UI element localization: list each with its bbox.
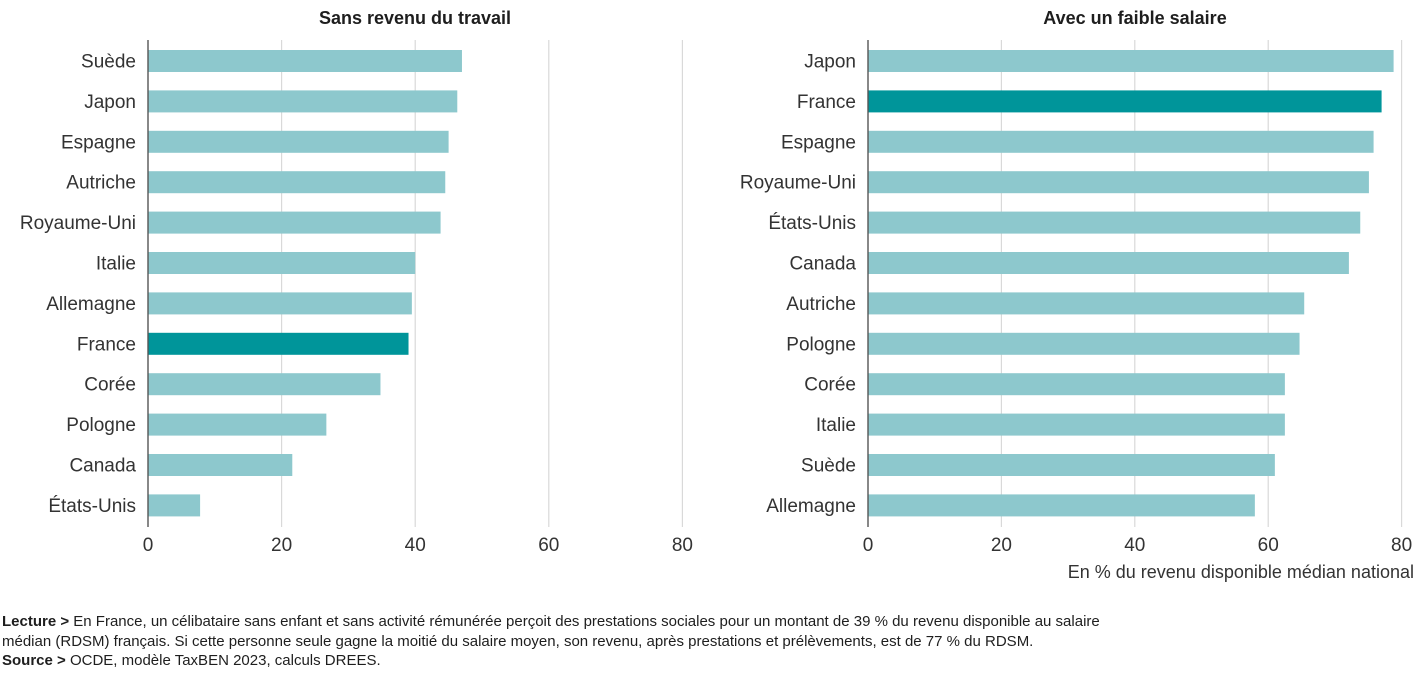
tick-label-0: 0 xyxy=(863,535,874,556)
tick-label-60: 60 xyxy=(538,535,559,556)
tick-label-20: 20 xyxy=(271,535,292,556)
tick-label-0: 0 xyxy=(143,535,154,556)
category-label: Japon xyxy=(804,52,856,73)
bar-su-de xyxy=(868,454,1275,476)
category-label: Corée xyxy=(84,375,136,396)
tick-label-60: 60 xyxy=(1258,535,1279,556)
lecture-label: Lecture > xyxy=(2,613,70,630)
bar-japon xyxy=(868,50,1394,72)
bar-su-de xyxy=(148,50,462,72)
tick-label-40: 40 xyxy=(1124,535,1145,556)
lecture-line-1: Lecture > En France, un célibataire sans… xyxy=(2,612,1412,632)
bar-royaume-uni xyxy=(148,211,441,234)
category-label: Royaume-Uni xyxy=(20,213,136,234)
source-text: OCDE, modèle TaxBEN 2023, calculs DREES. xyxy=(69,652,381,669)
lecture-text-2: médian (RDSM) français. Si cette personn… xyxy=(2,632,1034,650)
source-line: Source > OCDE, modèle TaxBEN 2023, calcu… xyxy=(2,651,1412,671)
bar-italie xyxy=(868,413,1285,436)
category-label: Italie xyxy=(816,415,856,436)
category-label: Italie xyxy=(96,254,136,275)
category-label: Corée xyxy=(804,375,856,396)
category-label: Canada xyxy=(69,456,136,477)
bar-italie xyxy=(148,252,416,274)
x-axis-label: En % du revenu disponible médian nationa… xyxy=(1068,562,1414,582)
bar-japon xyxy=(148,90,458,113)
category-label: Suède xyxy=(801,456,856,477)
tick-label-80: 80 xyxy=(1391,535,1412,556)
bar--tats-unis xyxy=(148,494,201,517)
chart-canvas: Sans revenu du travailSuèdeJaponEspagneA… xyxy=(20,8,1414,582)
bar-canada xyxy=(148,454,293,476)
category-label: Pologne xyxy=(66,415,136,436)
category-label: Autriche xyxy=(66,173,136,194)
category-label: Canada xyxy=(789,254,856,275)
tick-label-80: 80 xyxy=(672,535,693,556)
bar-royaume-uni xyxy=(868,171,1369,194)
chart-title: Sans revenu du travail xyxy=(319,8,511,28)
bar-allemagne xyxy=(148,292,412,315)
panel-faible-salaire: Avec un faible salaire Japon France Espagne… xyxy=(740,8,1414,582)
category-label: Allemagne xyxy=(46,294,136,315)
bar-allemagne xyxy=(868,494,1255,517)
category-label: États-Unis xyxy=(48,496,136,517)
bar--tats-unis xyxy=(868,211,1361,234)
panel-sans-revenu: Sans revenu du travail Suède Japon Espagne A… xyxy=(20,8,693,556)
bar-pologne xyxy=(868,332,1300,355)
tick-label-40: 40 xyxy=(405,535,426,556)
category-label: Espagne xyxy=(781,132,856,153)
source-label: Source > xyxy=(2,652,66,669)
category-label: Autriche xyxy=(786,294,856,315)
category-label: France xyxy=(77,334,136,355)
tick-label-20: 20 xyxy=(991,535,1012,556)
bar-autriche xyxy=(148,171,446,194)
bar-espagne xyxy=(148,130,449,153)
bar-autriche xyxy=(868,292,1305,315)
bar-france xyxy=(148,332,409,355)
lecture-text-1: En France, un célibataire sans enfant et… xyxy=(73,613,1100,630)
bar-pologne xyxy=(148,413,327,436)
bar-espagne xyxy=(868,130,1374,153)
category-label: Allemagne xyxy=(766,496,856,517)
category-label: France xyxy=(797,92,856,113)
bar-cor-e xyxy=(868,373,1285,396)
bar-france xyxy=(868,90,1382,113)
category-label: Suède xyxy=(81,52,136,73)
category-label: Royaume-Uni xyxy=(740,173,856,194)
category-label: États-Unis xyxy=(768,213,856,234)
category-label: Japon xyxy=(84,92,136,113)
bar-cor-e xyxy=(148,373,381,396)
bar-canada xyxy=(868,252,1349,274)
category-label: Espagne xyxy=(61,132,136,153)
lecture-line-2: médian (RDSM) français. Si cette personn… xyxy=(2,632,1412,652)
category-label: Pologne xyxy=(786,334,856,355)
chart-title: Avec un faible salaire xyxy=(1043,8,1226,28)
footnote: Lecture > En France, un célibataire sans… xyxy=(2,612,1412,671)
